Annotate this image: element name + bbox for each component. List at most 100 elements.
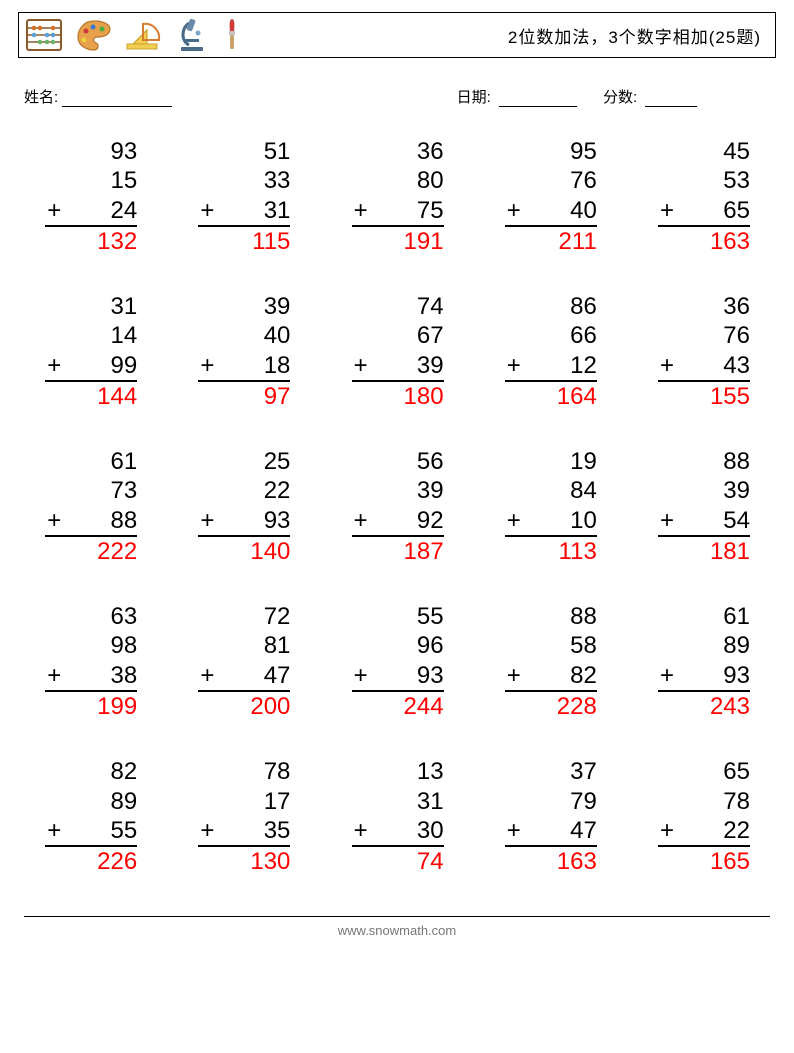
plus-sign: + bbox=[505, 506, 521, 535]
operand-a: 72 bbox=[198, 602, 290, 631]
problem: 5133+31115 bbox=[198, 137, 290, 256]
operand-a: 61 bbox=[658, 602, 750, 631]
worksheet-page: 2位数加法，3个数字相加(25题) 姓名: 日期: 分数: 9315+24132… bbox=[0, 0, 794, 950]
operand-c: 93 bbox=[723, 661, 750, 690]
answer: 191 bbox=[352, 227, 444, 256]
score-blank[interactable] bbox=[645, 93, 697, 107]
operand-c: 12 bbox=[570, 351, 597, 380]
operand-c-row: +30 bbox=[352, 816, 444, 847]
footer-url: www.snowmath.com bbox=[18, 923, 776, 950]
operand-b: 78 bbox=[658, 787, 750, 816]
brush-icon bbox=[221, 17, 245, 53]
footer-divider bbox=[24, 916, 770, 917]
problem: 8858+82228 bbox=[505, 602, 597, 721]
meta-row: 姓名: 日期: 分数: bbox=[18, 86, 776, 107]
operand-c: 10 bbox=[570, 506, 597, 535]
plus-sign: + bbox=[658, 816, 674, 845]
operand-a: 95 bbox=[505, 137, 597, 166]
date-blank[interactable] bbox=[499, 93, 577, 107]
header-icons bbox=[25, 17, 245, 53]
operand-b: 39 bbox=[658, 476, 750, 505]
operand-c: 24 bbox=[110, 196, 137, 225]
answer: 228 bbox=[505, 692, 597, 721]
operand-c: 54 bbox=[723, 506, 750, 535]
answer: 226 bbox=[45, 847, 137, 876]
operand-c: 55 bbox=[110, 816, 137, 845]
name-blank[interactable] bbox=[62, 93, 172, 107]
operand-b: 53 bbox=[658, 166, 750, 195]
answer: 163 bbox=[505, 847, 597, 876]
operand-c-row: +93 bbox=[658, 661, 750, 692]
operand-b: 73 bbox=[45, 476, 137, 505]
operand-b: 66 bbox=[505, 321, 597, 350]
operand-c-row: +10 bbox=[505, 506, 597, 537]
plus-sign: + bbox=[198, 351, 214, 380]
plus-sign: + bbox=[658, 351, 674, 380]
operand-c-row: +99 bbox=[45, 351, 137, 382]
operand-b: 33 bbox=[198, 166, 290, 195]
problem: 1984+10113 bbox=[505, 447, 597, 566]
problem: 1331+3074 bbox=[352, 757, 444, 876]
operand-c: 65 bbox=[723, 196, 750, 225]
operand-b: 31 bbox=[352, 787, 444, 816]
operand-a: 51 bbox=[198, 137, 290, 166]
plus-sign: + bbox=[45, 196, 61, 225]
problem: 3779+47163 bbox=[505, 757, 597, 876]
operand-b: 79 bbox=[505, 787, 597, 816]
operand-c-row: +31 bbox=[198, 196, 290, 227]
operand-a: 55 bbox=[352, 602, 444, 631]
operand-c-row: +40 bbox=[505, 196, 597, 227]
operand-c-row: +47 bbox=[198, 661, 290, 692]
plus-sign: + bbox=[198, 506, 214, 535]
operand-b: 22 bbox=[198, 476, 290, 505]
problem: 3940+1897 bbox=[198, 292, 290, 411]
operand-b: 96 bbox=[352, 631, 444, 660]
problem: 8666+12164 bbox=[505, 292, 597, 411]
operand-a: 88 bbox=[658, 447, 750, 476]
plus-sign: + bbox=[45, 816, 61, 845]
operand-c-row: +39 bbox=[352, 351, 444, 382]
answer: 132 bbox=[45, 227, 137, 256]
operand-c-row: +93 bbox=[198, 506, 290, 537]
operand-c-row: +24 bbox=[45, 196, 137, 227]
operand-a: 36 bbox=[658, 292, 750, 321]
operand-c: 31 bbox=[264, 196, 291, 225]
operand-a: 36 bbox=[352, 137, 444, 166]
operand-a: 93 bbox=[45, 137, 137, 166]
problem: 3680+75191 bbox=[352, 137, 444, 256]
operand-c-row: +38 bbox=[45, 661, 137, 692]
answer: 155 bbox=[658, 382, 750, 411]
operand-a: 78 bbox=[198, 757, 290, 786]
plus-sign: + bbox=[658, 196, 674, 225]
operand-a: 56 bbox=[352, 447, 444, 476]
operand-b: 98 bbox=[45, 631, 137, 660]
operand-b: 81 bbox=[198, 631, 290, 660]
plus-sign: + bbox=[198, 196, 214, 225]
problem: 6398+38199 bbox=[45, 602, 137, 721]
operand-a: 25 bbox=[198, 447, 290, 476]
plus-sign: + bbox=[352, 816, 368, 845]
problem: 8839+54181 bbox=[658, 447, 750, 566]
operand-a: 45 bbox=[658, 137, 750, 166]
problem: 3114+99144 bbox=[45, 292, 137, 411]
operand-b: 17 bbox=[198, 787, 290, 816]
answer: 113 bbox=[505, 537, 597, 566]
plus-sign: + bbox=[45, 506, 61, 535]
operand-a: 82 bbox=[45, 757, 137, 786]
operand-c-row: +75 bbox=[352, 196, 444, 227]
operand-b: 89 bbox=[45, 787, 137, 816]
answer: 97 bbox=[198, 382, 290, 411]
answer: 200 bbox=[198, 692, 290, 721]
problem: 7281+47200 bbox=[198, 602, 290, 721]
answer: 163 bbox=[658, 227, 750, 256]
header-box: 2位数加法，3个数字相加(25题) bbox=[18, 12, 776, 58]
operand-c-row: +43 bbox=[658, 351, 750, 382]
operand-a: 31 bbox=[45, 292, 137, 321]
problem: 9576+40211 bbox=[505, 137, 597, 256]
operand-c-row: +82 bbox=[505, 661, 597, 692]
operand-c-row: +92 bbox=[352, 506, 444, 537]
plus-sign: + bbox=[658, 506, 674, 535]
operand-c: 47 bbox=[264, 661, 291, 690]
operand-c: 18 bbox=[264, 351, 291, 380]
problem: 5596+93244 bbox=[352, 602, 444, 721]
